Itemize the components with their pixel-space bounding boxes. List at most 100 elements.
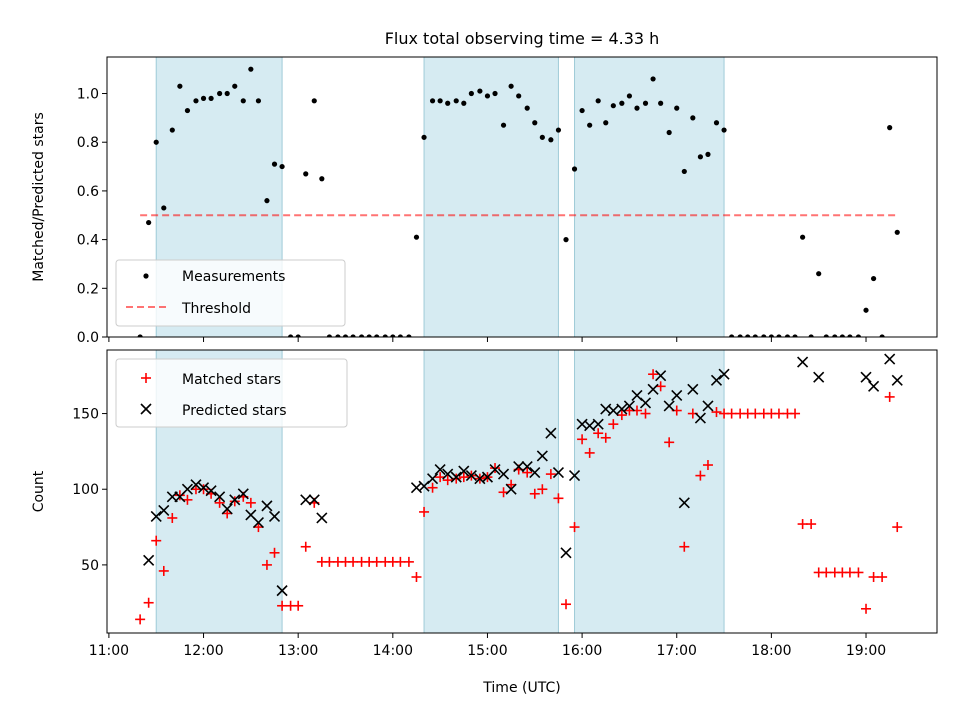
predicted-star-marker-b bbox=[884, 353, 896, 365]
top-y-tick-label: 0.6 bbox=[77, 184, 99, 200]
predicted-star-marker bbox=[214, 491, 226, 503]
measurement-point bbox=[579, 107, 585, 114]
predicted-star-marker-b bbox=[214, 491, 226, 503]
predicted-star-marker-b bbox=[687, 383, 699, 395]
predicted-star-marker-b bbox=[221, 503, 233, 515]
predicted-star-marker bbox=[592, 418, 604, 430]
predicted-star-marker bbox=[458, 465, 470, 477]
matched-star-marker bbox=[711, 407, 722, 418]
predicted-star-marker-b bbox=[545, 427, 557, 439]
bottom-y-tick-label: 100 bbox=[72, 482, 99, 498]
measurement-point bbox=[232, 83, 238, 89]
measurement-point bbox=[429, 98, 436, 104]
matched-star-marker bbox=[253, 522, 264, 533]
predicted-star-marker bbox=[607, 404, 619, 417]
matched-star-marker bbox=[773, 408, 784, 419]
measurement-point bbox=[832, 334, 838, 337]
matched-star-marker bbox=[892, 522, 903, 533]
measurement-point bbox=[587, 122, 593, 128]
measurement-point bbox=[319, 176, 325, 182]
x-tick-label: 16:00 bbox=[562, 643, 602, 659]
predicted-star-marker-b bbox=[702, 400, 714, 412]
x-tick-label: 18:00 bbox=[751, 643, 791, 659]
predicted-star-marker-b bbox=[497, 468, 510, 480]
matched-star-marker bbox=[853, 567, 864, 578]
measurement-point bbox=[421, 134, 427, 140]
matched-star-marker bbox=[640, 408, 651, 419]
predicted-star-marker-b bbox=[505, 483, 517, 495]
matched-star-marker bbox=[167, 512, 178, 523]
measurement-point bbox=[153, 139, 159, 145]
matched-star-marker bbox=[545, 469, 556, 480]
predicted-star-marker-b bbox=[631, 389, 643, 401]
predicted-star-marker-b bbox=[205, 485, 217, 497]
measurement-point bbox=[681, 168, 687, 175]
matched-star-marker bbox=[884, 391, 895, 402]
measurement-point bbox=[255, 98, 262, 104]
predicted-star-marker bbox=[513, 460, 525, 473]
measurement-point bbox=[484, 93, 491, 99]
predicted-star-marker bbox=[450, 471, 462, 483]
predicted-star-marker bbox=[687, 383, 699, 395]
x-tick-label: 17:00 bbox=[657, 643, 697, 659]
predicted-star-marker-b bbox=[158, 504, 170, 516]
predicted-star-marker-b bbox=[300, 494, 312, 506]
measurement-point bbox=[745, 334, 751, 337]
measurement-point bbox=[240, 98, 246, 104]
predicted-star-marker-b bbox=[718, 368, 730, 380]
predicted-star-marker bbox=[497, 468, 510, 480]
predicted-star-marker-b bbox=[639, 397, 652, 409]
predicted-star-marker-b bbox=[197, 482, 210, 494]
measurement-point bbox=[839, 334, 845, 337]
matched-star-marker bbox=[458, 472, 469, 483]
measurement-point bbox=[161, 205, 167, 211]
predicted-star-marker-b bbox=[647, 383, 659, 395]
predicted-star-marker bbox=[261, 500, 273, 512]
predicted-star-marker bbox=[718, 368, 730, 380]
predicted-star-marker bbox=[529, 467, 541, 479]
x-tick-label: 19:00 bbox=[846, 643, 886, 659]
predicted-star-marker-b bbox=[143, 554, 155, 566]
predicted-star-marker bbox=[671, 389, 683, 401]
predicted-star-marker bbox=[647, 383, 659, 395]
matched-star-marker bbox=[726, 408, 737, 419]
measurement-point bbox=[713, 120, 720, 126]
x-tick-label: 15:00 bbox=[467, 643, 507, 659]
predicted-star-marker-b bbox=[465, 470, 477, 482]
predicted-star-marker-b bbox=[813, 371, 825, 383]
matched-star-marker bbox=[648, 369, 659, 380]
matched-star-marker bbox=[214, 497, 225, 508]
bottom-y-axis-label: Count bbox=[31, 470, 47, 512]
predicted-star-marker-b bbox=[252, 516, 264, 529]
predicted-star-marker-b bbox=[584, 420, 596, 432]
measurement-point bbox=[311, 98, 317, 104]
predicted-star-marker bbox=[158, 504, 170, 516]
measurement-point bbox=[642, 100, 649, 106]
matched-star-marker bbox=[174, 490, 185, 501]
predicted-star-marker-b bbox=[474, 473, 486, 485]
matched-star-marker bbox=[427, 482, 438, 493]
predicted-star-marker-b bbox=[521, 460, 533, 473]
measurement-point bbox=[461, 100, 467, 106]
measurement-point bbox=[539, 134, 545, 140]
legend-matched-marker bbox=[141, 373, 151, 383]
matched-star-marker bbox=[679, 541, 690, 552]
matched-star-marker bbox=[529, 488, 540, 499]
predicted-star-marker bbox=[252, 516, 264, 529]
predicted-star-marker bbox=[568, 470, 581, 482]
matched-star-marker bbox=[861, 603, 872, 614]
bottom-panel: 11:00 12:00 13:00 14:00 15:00 16:00 17:00 18:00… bbox=[31, 349, 938, 659]
predicted-star-marker bbox=[316, 512, 328, 524]
legend-measurements-label: Measurements bbox=[182, 269, 285, 285]
predicted-star-marker-b bbox=[261, 500, 273, 512]
measurement-point bbox=[619, 100, 625, 106]
top-legend-box bbox=[115, 259, 346, 327]
measurement-point bbox=[366, 334, 372, 337]
bottom-legend: Matched stars Predicted stars bbox=[115, 358, 348, 428]
predicted-star-marker bbox=[197, 482, 210, 494]
predicted-star-marker bbox=[276, 585, 288, 597]
measurement-point bbox=[413, 234, 420, 240]
measurement-point bbox=[729, 334, 735, 337]
measurement-point bbox=[477, 88, 483, 94]
measurement-point bbox=[390, 334, 396, 337]
